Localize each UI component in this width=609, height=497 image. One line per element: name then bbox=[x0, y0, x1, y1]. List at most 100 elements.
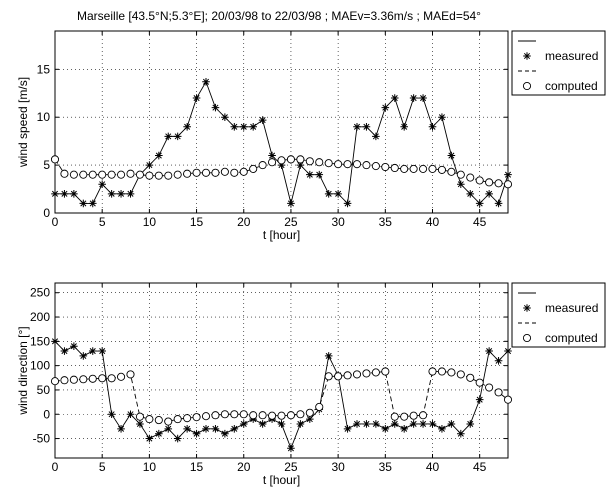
data-point-measured bbox=[409, 420, 418, 428]
data-point-computed bbox=[192, 168, 201, 177]
data-point-computed bbox=[466, 173, 475, 182]
data-point-measured bbox=[494, 356, 503, 365]
data-point-measured bbox=[390, 420, 399, 428]
x-tick-label: 5 bbox=[99, 460, 106, 474]
data-point-computed bbox=[305, 157, 314, 166]
x-tick-label: 20 bbox=[237, 215, 251, 229]
data-point-measured bbox=[164, 132, 173, 141]
data-point-computed bbox=[98, 170, 107, 179]
data-point-computed bbox=[50, 377, 60, 386]
x-tick-label: 40 bbox=[426, 215, 440, 229]
x-tick-label: 25 bbox=[284, 215, 298, 229]
data-point-measured bbox=[60, 190, 69, 198]
data-point-computed bbox=[98, 374, 107, 383]
data-point-computed bbox=[258, 411, 267, 420]
data-point-computed bbox=[324, 372, 333, 381]
data-point-measured bbox=[145, 434, 154, 443]
data-point-measured bbox=[277, 161, 286, 169]
data-point-measured bbox=[117, 190, 125, 198]
data-point-measured bbox=[192, 429, 201, 438]
x-tick-label: 15 bbox=[190, 460, 204, 474]
x-tick-label: 10 bbox=[143, 460, 157, 474]
data-point-computed bbox=[503, 395, 513, 404]
data-point-computed bbox=[428, 367, 437, 376]
data-point-measured bbox=[173, 434, 182, 443]
data-point-computed bbox=[371, 162, 380, 171]
data-point-measured bbox=[98, 180, 106, 189]
data-point-computed bbox=[154, 416, 163, 425]
data-point-measured bbox=[126, 410, 135, 419]
data-point-measured bbox=[258, 116, 267, 124]
y-tick-label: 50 bbox=[37, 383, 51, 397]
data-point-measured bbox=[362, 420, 371, 428]
data-point-computed bbox=[466, 373, 475, 382]
x-axis-label: t [hour] bbox=[263, 473, 300, 487]
data-point-computed bbox=[277, 411, 286, 420]
y-tick-label: 200 bbox=[30, 310, 50, 324]
data-point-computed bbox=[201, 168, 211, 177]
data-point-measured bbox=[79, 352, 88, 360]
data-point-measured bbox=[88, 199, 97, 208]
legend-label-measured: measured bbox=[545, 49, 598, 63]
y-tick-label: 10 bbox=[37, 110, 51, 124]
data-point-measured bbox=[466, 420, 475, 428]
x-tick-label: 0 bbox=[52, 215, 59, 229]
data-point-computed bbox=[230, 168, 239, 177]
x-tick-label: 45 bbox=[473, 460, 487, 474]
data-point-computed bbox=[286, 155, 295, 164]
data-point-measured bbox=[60, 347, 69, 355]
x-tick-label: 15 bbox=[190, 215, 204, 229]
data-point-measured bbox=[372, 420, 380, 428]
data-point-computed bbox=[154, 171, 163, 180]
data-point-measured bbox=[88, 347, 97, 355]
data-point-computed bbox=[88, 170, 97, 179]
x-tick-label: 10 bbox=[143, 215, 157, 229]
data-point-computed bbox=[494, 179, 503, 188]
data-point-computed bbox=[230, 410, 239, 419]
data-point-computed bbox=[164, 171, 173, 180]
data-point-measured bbox=[268, 151, 276, 160]
data-point-computed bbox=[145, 171, 154, 180]
data-point-measured bbox=[239, 122, 248, 131]
data-point-computed bbox=[117, 170, 126, 179]
data-point-measured bbox=[202, 77, 210, 86]
data-point-measured bbox=[419, 420, 427, 428]
x-tick-label: 35 bbox=[379, 460, 393, 474]
data-point-computed bbox=[381, 367, 390, 376]
data-point-computed bbox=[220, 167, 229, 176]
data-point-measured bbox=[438, 425, 446, 433]
data-point-measured bbox=[485, 190, 493, 198]
data-point-measured bbox=[438, 113, 446, 122]
data-point-measured bbox=[107, 410, 116, 419]
y-tick-label: -50 bbox=[33, 432, 51, 446]
data-point-measured bbox=[287, 199, 295, 208]
data-point-computed bbox=[494, 388, 503, 397]
y-tick-label: 250 bbox=[30, 286, 50, 300]
data-point-measured bbox=[183, 122, 191, 131]
data-point-measured bbox=[249, 122, 257, 131]
x-tick-label: 35 bbox=[379, 215, 393, 229]
y-tick-label: 0 bbox=[43, 206, 50, 220]
data-point-computed bbox=[286, 411, 295, 420]
data-point-computed bbox=[362, 369, 371, 378]
data-point-measured bbox=[277, 420, 286, 428]
data-point-measured bbox=[306, 170, 314, 179]
data-point-measured bbox=[230, 122, 239, 131]
data-point-measured bbox=[287, 444, 295, 453]
data-point-computed bbox=[296, 410, 305, 419]
data-point-computed bbox=[334, 160, 343, 169]
data-point-computed bbox=[79, 170, 88, 179]
data-point-computed bbox=[69, 170, 78, 179]
data-point-measured bbox=[381, 425, 390, 433]
data-point-computed bbox=[343, 160, 352, 169]
y-axis-label: wind direction [°] bbox=[16, 326, 30, 415]
data-point-measured bbox=[362, 122, 371, 131]
data-point-computed bbox=[362, 161, 371, 170]
legend-marker-star bbox=[523, 52, 531, 60]
data-point-computed bbox=[503, 180, 513, 189]
data-point-computed bbox=[390, 163, 399, 173]
data-point-measured bbox=[306, 415, 314, 423]
data-point-measured bbox=[70, 342, 78, 350]
data-point-measured bbox=[117, 425, 125, 433]
chart-title: Marseille [43.5°N;5.3°E]; 20/03/98 to 22… bbox=[77, 9, 481, 23]
